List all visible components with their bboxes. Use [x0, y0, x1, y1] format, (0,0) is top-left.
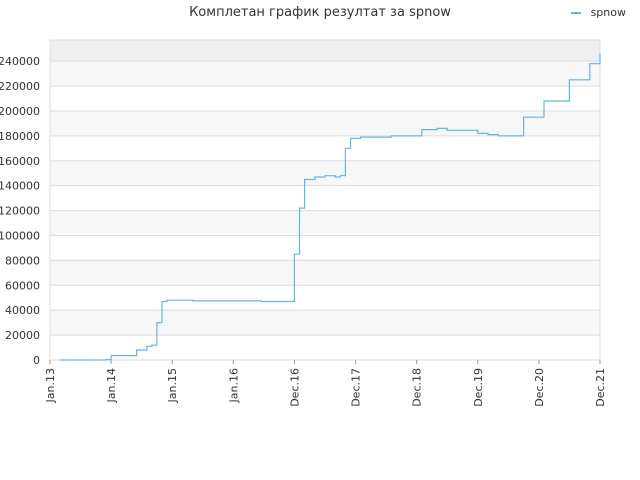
- x-tick-label: Dec.19: [472, 368, 485, 407]
- plot-band: [50, 285, 600, 311]
- legend-swatch-spnow: [570, 11, 581, 14]
- y-tick-label: 60000: [5, 279, 40, 292]
- plot-border: [49, 39, 601, 361]
- plot-band: [50, 61, 600, 87]
- x-tick-label: Dec.17: [350, 368, 363, 407]
- legend: spnow: [570, 6, 626, 19]
- y-tick-label: 140000: [0, 180, 40, 193]
- plot-band: [50, 335, 600, 360]
- y-tick-label: 200000: [0, 105, 40, 118]
- x-tick-label: Jan.15: [166, 368, 179, 403]
- y-tick-label: 180000: [0, 130, 40, 143]
- x-tick-label: Dec.16: [288, 368, 301, 407]
- y-tick-label: 220000: [0, 80, 40, 93]
- plot-band: [50, 86, 600, 111]
- y-tick-label: 120000: [0, 205, 40, 218]
- plot-band: [50, 110, 600, 136]
- x-tick-label: Jan.13: [44, 368, 57, 403]
- plot-band: [50, 185, 600, 211]
- plot-band: [50, 40, 600, 62]
- plot-band: [50, 210, 600, 236]
- plot-band: [50, 235, 600, 261]
- y-tick-label: 80000: [5, 254, 40, 267]
- plot-band: [50, 135, 600, 161]
- x-tick-label: Dec.18: [411, 368, 424, 407]
- y-tick-label: 160000: [0, 155, 40, 168]
- y-tick-label: 100000: [0, 229, 40, 242]
- y-tick-label: 0: [33, 354, 40, 367]
- y-tick-label: 20000: [5, 329, 40, 342]
- plot-band: [50, 260, 600, 286]
- series-line-spnow: [60, 53, 601, 361]
- x-tick-label: Jan.14: [105, 368, 118, 403]
- y-tick-label: 240000: [0, 55, 40, 68]
- x-tick-label: Dec.20: [533, 368, 546, 407]
- y-tick-label: 40000: [5, 304, 40, 317]
- x-tick-label: Jan.16: [227, 368, 240, 403]
- x-tick-label: Dec.21: [594, 368, 607, 407]
- plot-band: [50, 160, 600, 186]
- chart-title: Комплетан график резултат за spnow: [189, 5, 451, 20]
- plot-band: [50, 310, 600, 336]
- legend-label-spnow: spnow: [590, 6, 626, 19]
